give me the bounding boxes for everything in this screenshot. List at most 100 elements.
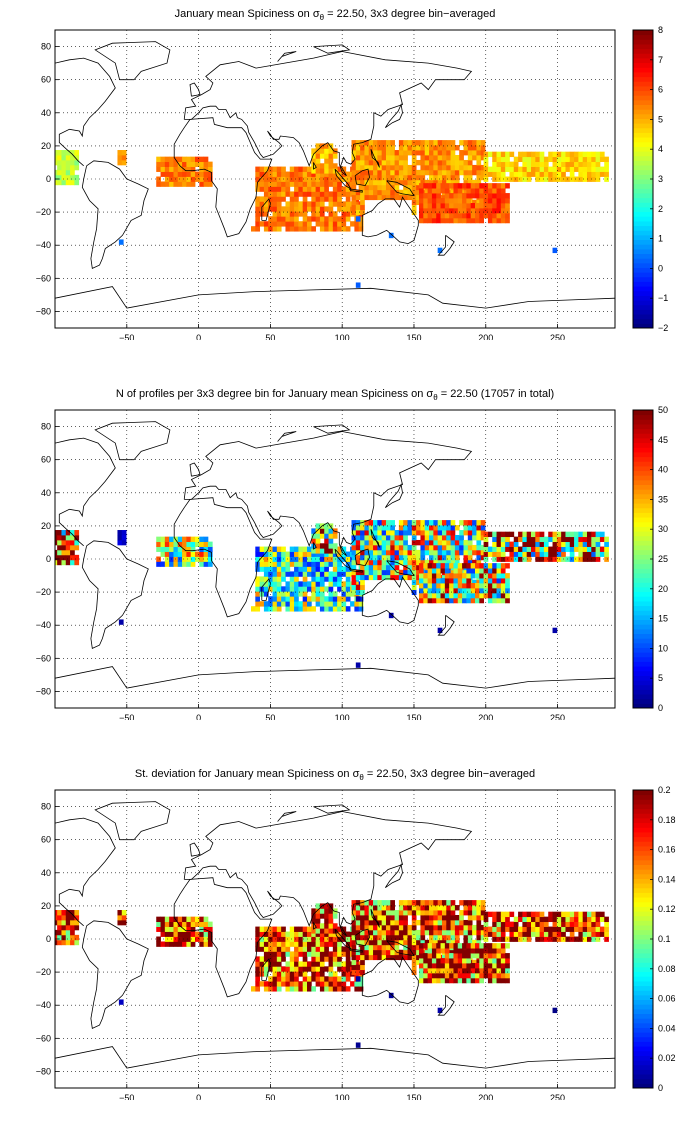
data-bin [70,924,75,931]
data-bin [411,530,417,536]
data-bin [324,196,329,202]
data-bin [355,534,361,541]
data-bin [569,151,575,158]
y-tick-label: 40 [41,868,51,878]
data-bin [315,191,321,197]
data-bin [398,520,404,526]
colorbar-step [633,873,653,879]
data-bin [307,936,312,942]
data-bin [487,963,493,969]
data-bin [476,914,482,921]
data-bin [259,196,265,202]
data-bin [454,919,460,926]
data-bin [476,559,482,566]
data-bin [302,221,308,227]
data-bin [302,566,308,572]
data-bin [55,534,58,541]
data-bin [351,159,357,166]
data-bin [381,159,387,166]
data-bin [337,586,342,592]
data-bin [403,145,408,151]
data-bin [272,191,278,197]
data-bin [355,140,361,146]
data-bin [526,541,532,547]
data-bin [450,549,456,556]
data-bin [345,961,351,967]
data-bin [285,206,291,212]
data-bin [403,949,408,956]
data-bin [190,176,196,182]
data-bin [436,977,441,984]
y-tick-label: −40 [36,1000,51,1010]
data-bin [441,914,447,921]
data-bin [351,199,357,206]
data-bin [381,944,387,951]
coastline [81,160,149,269]
data-bin [259,936,265,942]
data-bin [475,953,480,959]
data-bin [332,566,338,572]
colorbar-step [633,883,653,889]
data-bin [444,573,450,579]
data-bin [177,536,183,543]
data-bin [319,191,325,197]
data-bin [398,954,404,961]
data-bin [302,186,308,192]
data-bin [403,544,408,551]
data-bin [307,961,312,967]
data-bin [373,159,378,166]
data-bin [364,924,370,931]
data-bin [487,926,493,932]
data-bin [268,561,273,567]
data-bin [364,905,370,911]
data-bin [186,166,192,172]
coastline [437,614,455,636]
data-bin [169,181,174,187]
data-bin [429,900,434,906]
data-bin [479,953,485,959]
colorbar-step [633,1060,653,1066]
data-bin [351,174,357,181]
data-bin [518,911,523,918]
colorbar-step [633,498,653,504]
data-bin [441,924,447,931]
data-bin [437,627,443,634]
colorbar-step [633,1064,653,1070]
data-bin [595,541,601,547]
data-bin [578,556,584,562]
data-bin [459,910,464,916]
data-bin [446,919,451,926]
data-bin [556,546,562,552]
data-bin [65,150,71,156]
data-bin [186,541,192,547]
data-bin [315,928,321,934]
data-bin [311,181,317,187]
data-bin [416,179,421,186]
data-bin [420,910,426,916]
data-bin [255,176,261,182]
data-bin [496,171,502,177]
data-bin [487,207,493,214]
data-bin [390,534,395,541]
data-bin [479,948,485,954]
data-bin [337,546,342,552]
data-bin [332,561,338,567]
data-bin [420,900,426,906]
data-bin [574,911,579,918]
data-bin [431,563,437,569]
data-bin [407,179,413,186]
data-bin [332,551,338,557]
data-bin [364,564,370,571]
data-bin [518,551,523,557]
data-bin [470,967,476,974]
data-bin [479,563,485,569]
data-bin [505,217,510,224]
data-bin [472,150,477,156]
data-bin [539,536,545,543]
data-bin [319,153,325,159]
data-bin [377,189,383,196]
data-bin [476,145,482,151]
colorbar-step [633,428,653,434]
data-bin [182,921,187,927]
data-bin [604,931,609,937]
